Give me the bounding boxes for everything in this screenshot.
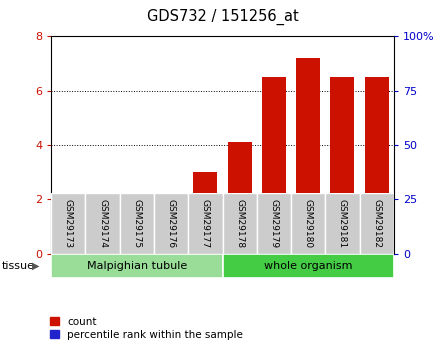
Bar (291, 193, 325, 254)
Bar (159, 194, 183, 254)
Legend: count, percentile rank within the sample: count, percentile rank within the sample (50, 317, 243, 340)
Text: GSM29176: GSM29176 (166, 199, 176, 248)
Text: GSM29175: GSM29175 (132, 199, 142, 248)
Bar (85, 193, 120, 254)
Text: tissue: tissue (2, 261, 35, 270)
Text: GSM29178: GSM29178 (235, 199, 244, 248)
Bar (120, 193, 154, 254)
Bar (57, 218, 80, 254)
Bar (325, 193, 360, 254)
Text: GSM29173: GSM29173 (64, 199, 73, 248)
Bar (154, 193, 188, 254)
Bar (57, 227, 80, 254)
Bar (365, 225, 388, 254)
Text: ▶: ▶ (32, 261, 40, 270)
Bar (125, 203, 149, 254)
Bar (331, 77, 354, 254)
Bar (188, 193, 222, 254)
Bar (262, 223, 286, 254)
Bar (257, 193, 291, 254)
Text: GSM29180: GSM29180 (303, 199, 313, 248)
Text: Malpighian tubule: Malpighian tubule (87, 261, 187, 270)
Bar (159, 239, 183, 254)
Bar (91, 238, 114, 254)
Bar (91, 198, 114, 254)
Bar (228, 230, 251, 254)
Bar (296, 223, 320, 254)
Bar (296, 58, 320, 254)
Bar (194, 172, 217, 254)
Bar (125, 240, 149, 254)
Bar (365, 77, 388, 254)
Text: GSM29179: GSM29179 (269, 199, 279, 248)
Bar (194, 230, 217, 254)
Bar (360, 193, 394, 254)
Text: GSM29182: GSM29182 (372, 199, 381, 248)
Bar (222, 254, 394, 278)
Bar (222, 193, 257, 254)
Text: GSM29181: GSM29181 (338, 199, 347, 248)
Text: GSM29177: GSM29177 (201, 199, 210, 248)
Text: GDS732 / 151256_at: GDS732 / 151256_at (146, 9, 299, 25)
Bar (51, 254, 223, 278)
Text: GSM29174: GSM29174 (98, 199, 107, 248)
Bar (51, 193, 85, 254)
Bar (331, 223, 354, 254)
Bar (262, 77, 286, 254)
Text: whole organism: whole organism (264, 261, 352, 270)
Bar (228, 142, 251, 254)
